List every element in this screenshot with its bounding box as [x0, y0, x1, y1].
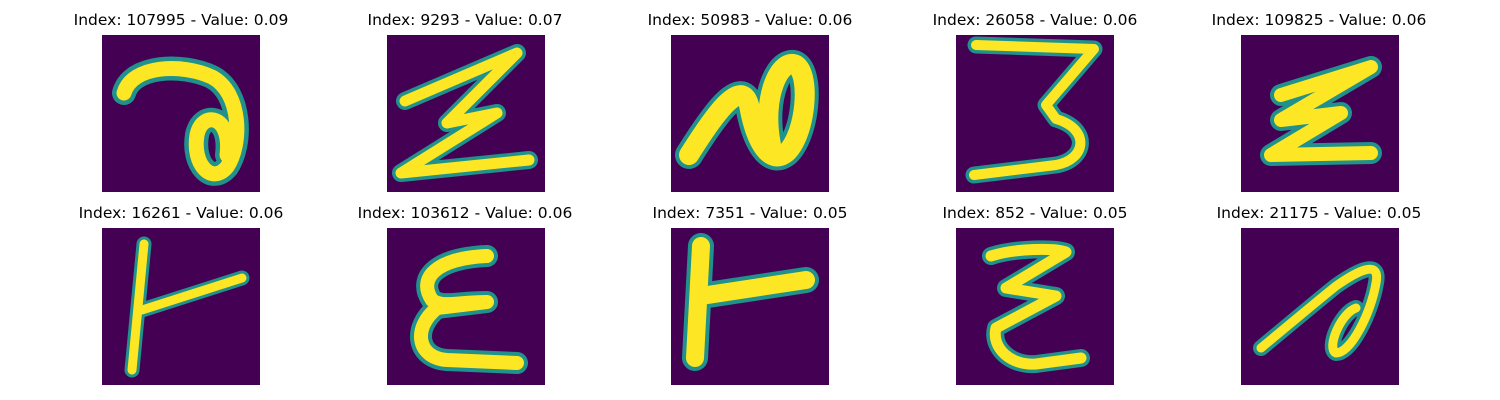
digit-image	[671, 228, 829, 385]
digit-image	[956, 228, 1114, 385]
digit-image-panel	[102, 228, 260, 385]
panel-title: Index: 21175 - Value: 0.05	[1216, 204, 1422, 222]
digit-image-panel	[671, 228, 829, 385]
panel-title: Index: 9293 - Value: 0.07	[367, 11, 563, 29]
digit-image-panel	[102, 35, 260, 192]
digit-image	[387, 35, 545, 192]
digit-image	[956, 35, 1114, 192]
panel-title: Index: 50983 - Value: 0.06	[647, 11, 853, 29]
digit-image-panel	[387, 35, 545, 192]
digit-image	[102, 228, 260, 385]
panel-title: Index: 7351 - Value: 0.05	[652, 204, 848, 222]
digit-image-panel	[387, 228, 545, 385]
panel-title: Index: 103612 - Value: 0.06	[357, 204, 573, 222]
panel-title: Index: 109825 - Value: 0.06	[1211, 11, 1427, 29]
digit-image	[1241, 228, 1399, 385]
digit-image	[1241, 35, 1399, 192]
digit-image	[387, 228, 545, 385]
panel-title: Index: 16261 - Value: 0.06	[78, 204, 284, 222]
digit-image-panel	[956, 228, 1114, 385]
panel-title: Index: 26058 - Value: 0.06	[932, 11, 1138, 29]
digit-image-panel	[956, 35, 1114, 192]
digit-image-panel	[1241, 228, 1399, 385]
panel-title: Index: 107995 - Value: 0.09	[73, 11, 289, 29]
digit-image-panel	[671, 35, 829, 192]
panel-title: Index: 852 - Value: 0.05	[942, 204, 1128, 222]
digit-image	[671, 35, 829, 192]
digit-image	[102, 35, 260, 192]
digit-image-panel	[1241, 35, 1399, 192]
